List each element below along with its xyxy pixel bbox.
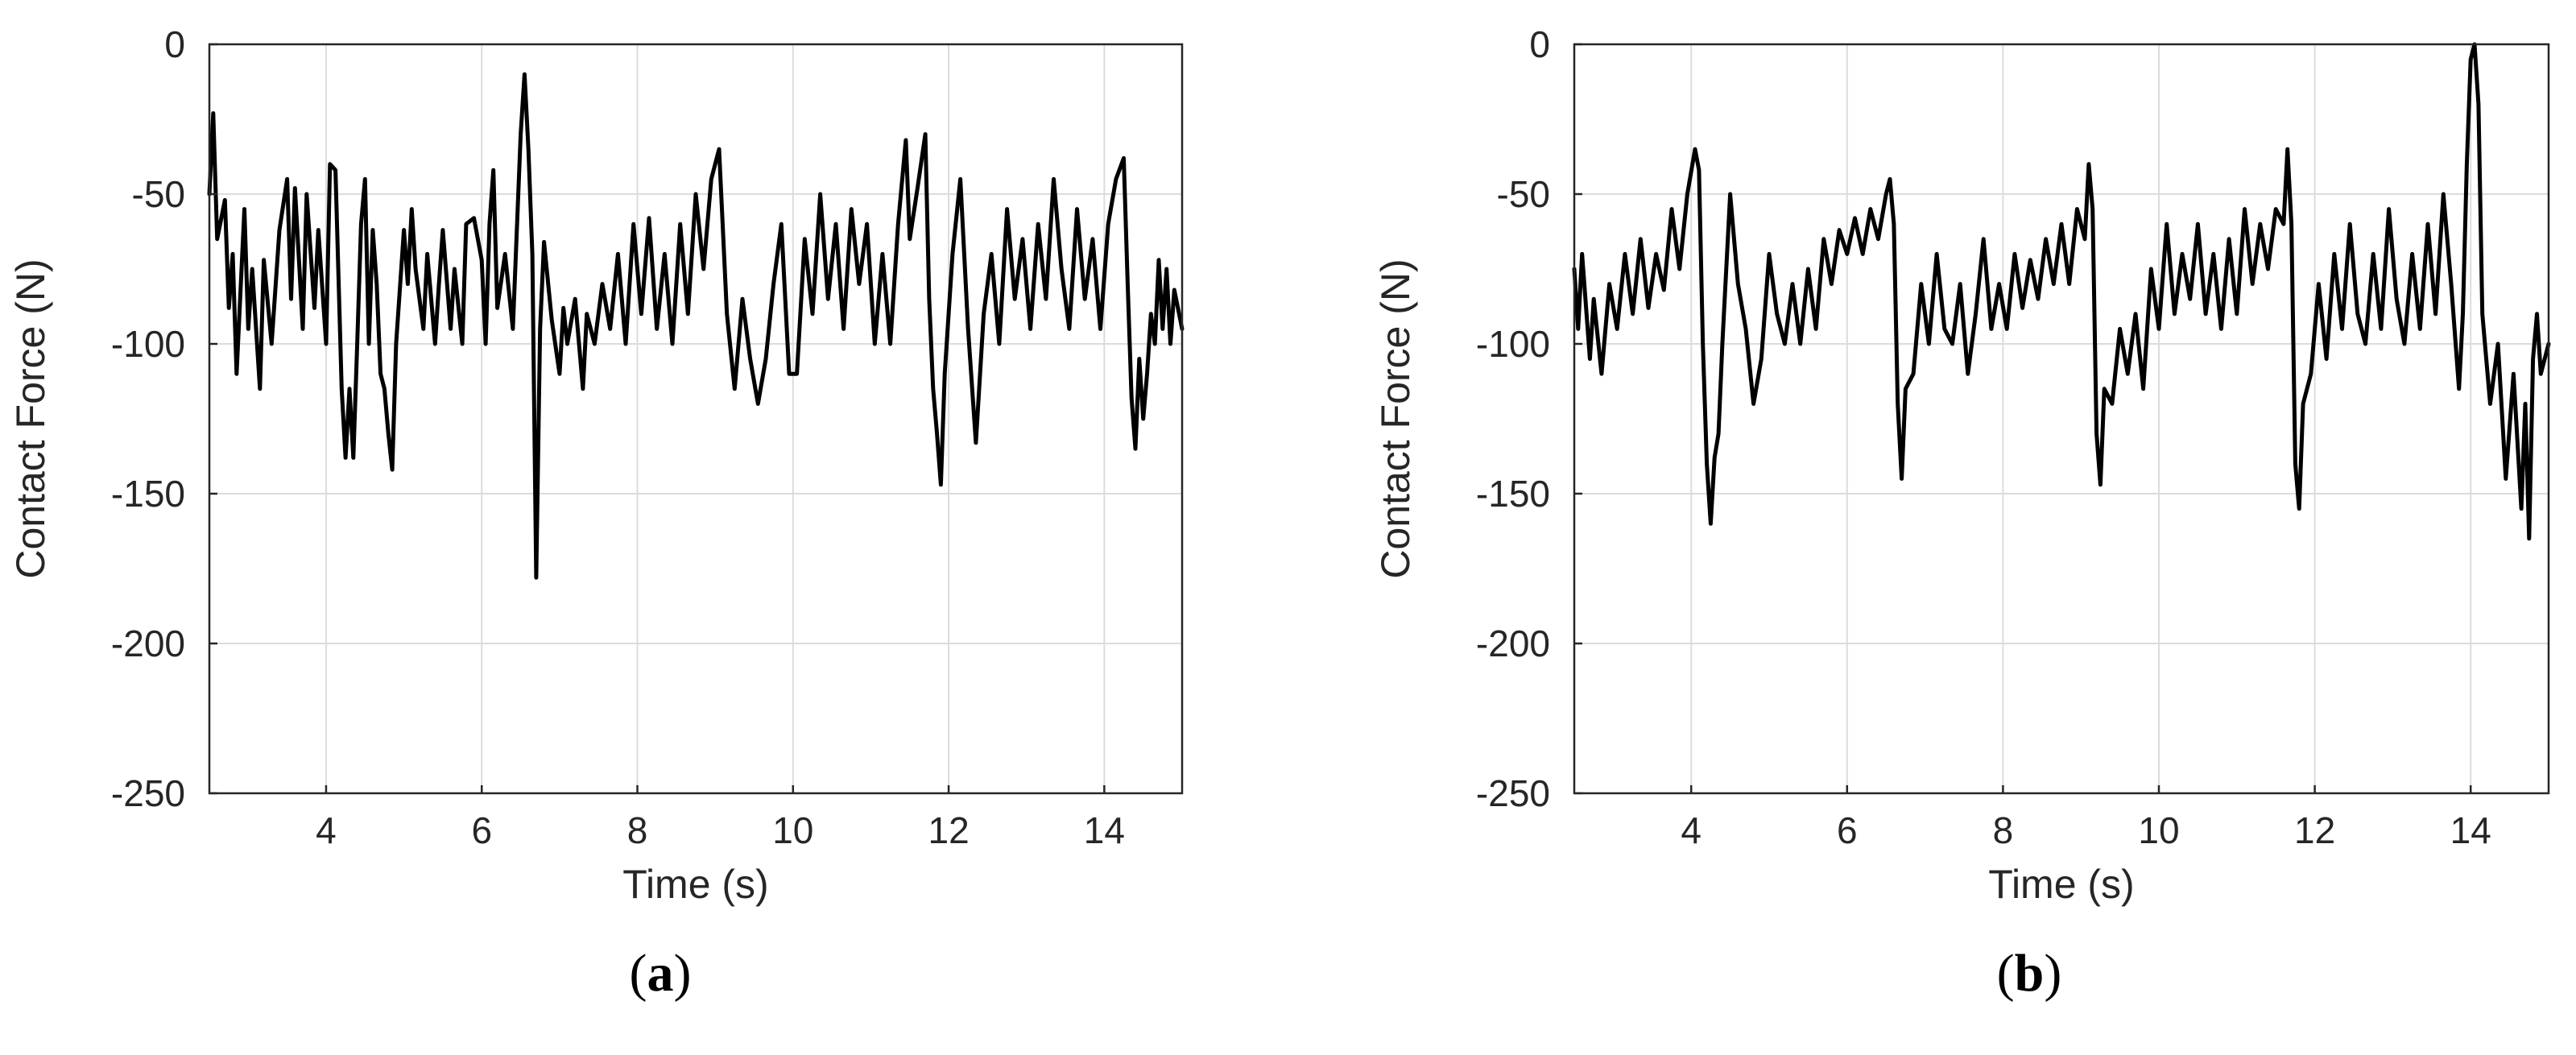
- y-tick-label: -200: [111, 623, 185, 664]
- panel-label-letter-b: b: [2015, 944, 2045, 1003]
- series-b: [1572, 42, 2551, 541]
- x-tick-label: 4: [316, 809, 337, 851]
- y-tick-label: 0: [164, 23, 185, 65]
- x-tick-labels-b: 4 6 8 10 12 14: [1681, 785, 2491, 851]
- plot-area-b: [1573, 43, 2550, 795]
- y-tick-labels-a: 0 -50 -100 -150 -200 -250: [111, 23, 217, 814]
- y-tick-label: -200: [1476, 623, 1550, 664]
- panel-label-letter-a: a: [647, 944, 674, 1003]
- y-tick-label: -250: [111, 772, 185, 814]
- x-tick-label: 4: [1681, 809, 1701, 851]
- x-tick-label: 14: [1084, 809, 1125, 851]
- y-tick-label: -250: [1476, 772, 1550, 814]
- series-a: [207, 72, 1185, 580]
- x-tick-label: 6: [1837, 809, 1858, 851]
- series-line-b: [1572, 42, 2551, 541]
- x-tick-label: 14: [2450, 809, 2491, 851]
- series-line-a: [207, 72, 1185, 580]
- x-tick-label: 8: [627, 809, 648, 851]
- y-tick-label: -100: [111, 323, 185, 365]
- x-tick-label: 6: [471, 809, 492, 851]
- y-tick-labels-b: 0 -50 -100 -150 -200 -250: [1476, 23, 1582, 814]
- panel-label-b: (b): [1997, 944, 2062, 1003]
- x-axis-label-b: Time (s): [1988, 862, 2134, 907]
- x-tick-label: 12: [928, 809, 969, 851]
- y-tick-label: -50: [132, 173, 185, 215]
- y-tick-label: -150: [111, 473, 185, 515]
- y-axis-label-a: Contact Force (N): [8, 259, 53, 578]
- x-tick-labels-a: 4 6 8 10 12 14: [316, 785, 1125, 851]
- y-tick-label: -50: [1497, 173, 1550, 215]
- chart-panel-b: 4 6 8 10 12 14 0-50-100-150-200-250 Time (s) …: [1373, 23, 2551, 1003]
- y-axis-label-b: Contact Force (N): [1373, 259, 1418, 578]
- plot-area-a: [208, 43, 1184, 795]
- y-tick-label: -100: [1476, 323, 1550, 365]
- chart-panel-a: 4 6 8 10 12 14 0-50-100-150-200-250 Time (s) …: [8, 23, 1185, 1003]
- x-tick-label: 10: [772, 809, 813, 851]
- y-tick-label: -150: [1476, 473, 1550, 515]
- panel-label-a: (a): [630, 944, 692, 1003]
- x-tick-label: 12: [2294, 809, 2335, 851]
- grid-lines-b: [1574, 43, 2549, 794]
- x-tick-label: 10: [2138, 809, 2179, 851]
- x-axis-label-a: Time (s): [622, 862, 768, 907]
- x-tick-label: 8: [1993, 809, 2014, 851]
- y-tick-label: 0: [1529, 23, 1550, 65]
